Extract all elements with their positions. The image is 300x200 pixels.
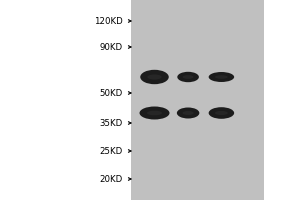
Ellipse shape <box>140 106 169 119</box>
Text: 120KD: 120KD <box>94 17 123 25</box>
FancyBboxPatch shape <box>130 0 264 200</box>
Ellipse shape <box>182 111 194 115</box>
Ellipse shape <box>147 74 162 80</box>
Ellipse shape <box>177 72 199 82</box>
Ellipse shape <box>215 75 228 79</box>
Ellipse shape <box>177 108 199 118</box>
Text: 90KD: 90KD <box>100 43 123 51</box>
Ellipse shape <box>147 111 162 115</box>
Text: 25KD: 25KD <box>100 146 123 156</box>
Text: 50KD: 50KD <box>100 88 123 98</box>
Text: 35KD: 35KD <box>100 118 123 128</box>
Ellipse shape <box>140 70 169 84</box>
Ellipse shape <box>209 72 234 82</box>
Ellipse shape <box>215 111 228 115</box>
Text: 20KD: 20KD <box>100 174 123 184</box>
Ellipse shape <box>183 75 194 79</box>
Ellipse shape <box>209 107 234 119</box>
